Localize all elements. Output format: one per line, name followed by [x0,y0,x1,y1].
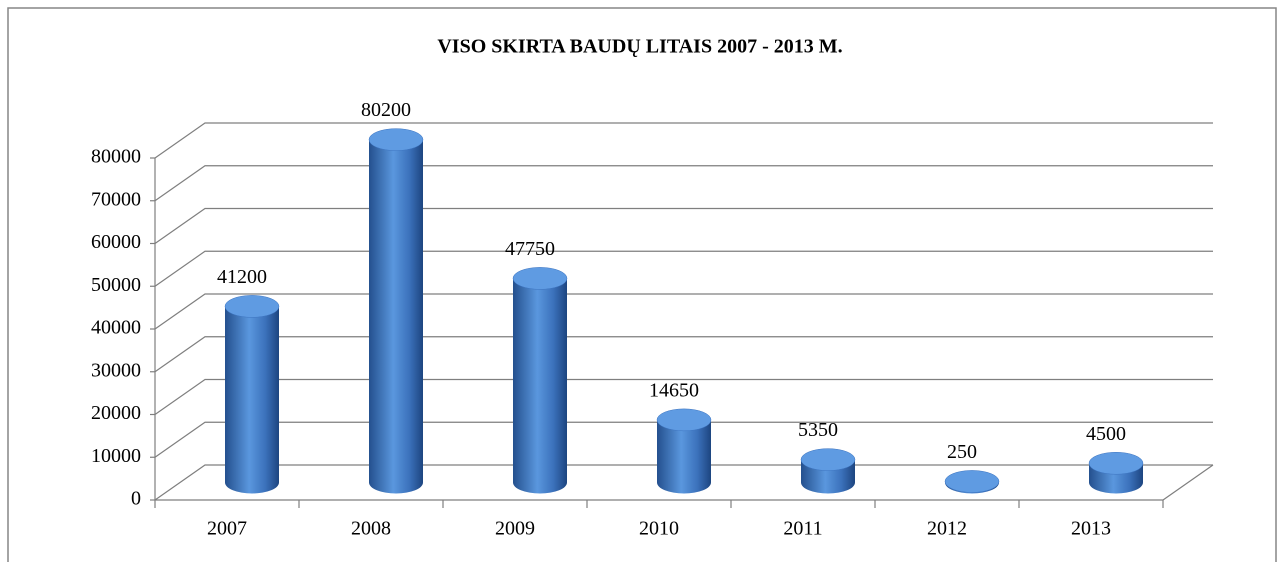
bar-top [368,128,424,151]
bar-top [1088,452,1144,475]
bar [225,306,279,494]
bar [657,419,711,494]
bar-top [224,295,280,318]
grid-line [154,464,1213,501]
y-tick-label: 60000 [91,231,141,253]
y-tick-label: 30000 [91,359,141,381]
bar-top [656,408,712,432]
y-tick-label: 10000 [91,445,141,467]
value-label: 4500 [1086,423,1126,445]
y-tick-label: 80000 [91,146,141,168]
y-tick-label: 70000 [91,188,141,210]
grid-line [154,122,1213,159]
value-label: 80200 [361,99,411,121]
grid-line [154,421,1213,458]
bar-top [800,448,856,471]
value-label: 14650 [649,379,699,401]
grid-line [154,250,1213,287]
x-tick-label: 2012 [927,518,967,540]
chart-border [7,7,1277,562]
value-label: 250 [947,441,977,463]
x-tick-label: 2009 [495,518,535,540]
grid-line [154,165,1213,202]
y-tick-label: 50000 [91,274,141,296]
y-tick-label: 0 [131,488,141,510]
x-tick-label: 2008 [351,518,391,540]
bar-top [944,470,1000,493]
bar [513,278,567,494]
y-tick-label: 40000 [91,317,141,339]
x-tick-label: 2007 [207,518,247,540]
value-label: 5350 [798,419,838,441]
x-tick-label: 2010 [639,518,679,540]
grid-line [154,293,1213,330]
bar-top [512,267,568,290]
y-tick-label: 20000 [91,402,141,424]
value-label: 47750 [505,238,555,260]
grid-line [154,207,1213,244]
bar [369,139,423,494]
grid-line [154,378,1213,415]
chart-title: VISO SKIRTA BAUDŲ LITAIS 2007 - 2013 M. [437,36,842,58]
value-label: 41200 [217,266,267,288]
x-tick-label: 2011 [783,518,822,540]
x-tick-label: 2013 [1071,518,1111,540]
grid-line [154,336,1213,373]
